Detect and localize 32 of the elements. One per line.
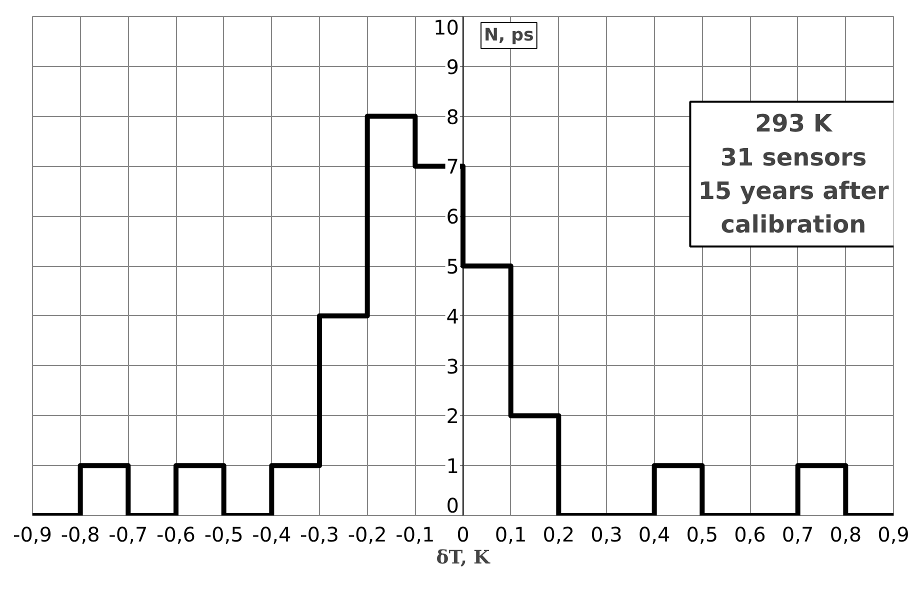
- y-tick-label: 9: [446, 54, 460, 79]
- y-tick-label: 5: [446, 254, 460, 278]
- x-tick-label: 0,3: [590, 522, 622, 546]
- x-tick-label: -0,4: [252, 522, 292, 546]
- x-tick-label: 0,2: [542, 522, 575, 546]
- x-tick-label: -0,2: [348, 522, 387, 546]
- y-axis-title: N, ps: [484, 26, 534, 46]
- y-tick-label: 1: [446, 454, 460, 478]
- y-tick-label: 6: [446, 204, 460, 229]
- x-tick-label: -0,6: [156, 522, 196, 546]
- x-tick-label: -0,9: [12, 522, 52, 546]
- x-tick-label: -0,1: [396, 522, 435, 546]
- x-tick-label: 0,8: [830, 522, 862, 546]
- x-tick-label: 0,6: [734, 522, 766, 546]
- x-tick-label: -0,3: [300, 522, 340, 546]
- y-tick-label: 4: [446, 304, 460, 328]
- x-axis-title: δT, K: [436, 546, 491, 568]
- y-tick-label: 0: [446, 494, 460, 518]
- x-tick-label: 0,5: [686, 522, 718, 546]
- y-tick-label: 10: [434, 16, 460, 40]
- x-tick-label: 0,9: [878, 522, 910, 546]
- x-tick-label: -0,8: [60, 522, 100, 546]
- y-tick-label: 3: [446, 354, 460, 378]
- x-tick-label: 0,1: [494, 522, 527, 546]
- x-tick-label: 0,4: [638, 522, 670, 546]
- x-tick-label: 0,7: [782, 522, 814, 546]
- annotation: 293 K 31 sensors 15 years after calibration: [698, 110, 889, 238]
- y-tick-label: 2: [446, 404, 460, 428]
- y-tick-label: 7: [446, 154, 460, 179]
- x-tick-label: -0,7: [108, 522, 148, 546]
- x-tick-label: -0,5: [204, 522, 244, 546]
- y-tick-label: 8: [446, 104, 460, 129]
